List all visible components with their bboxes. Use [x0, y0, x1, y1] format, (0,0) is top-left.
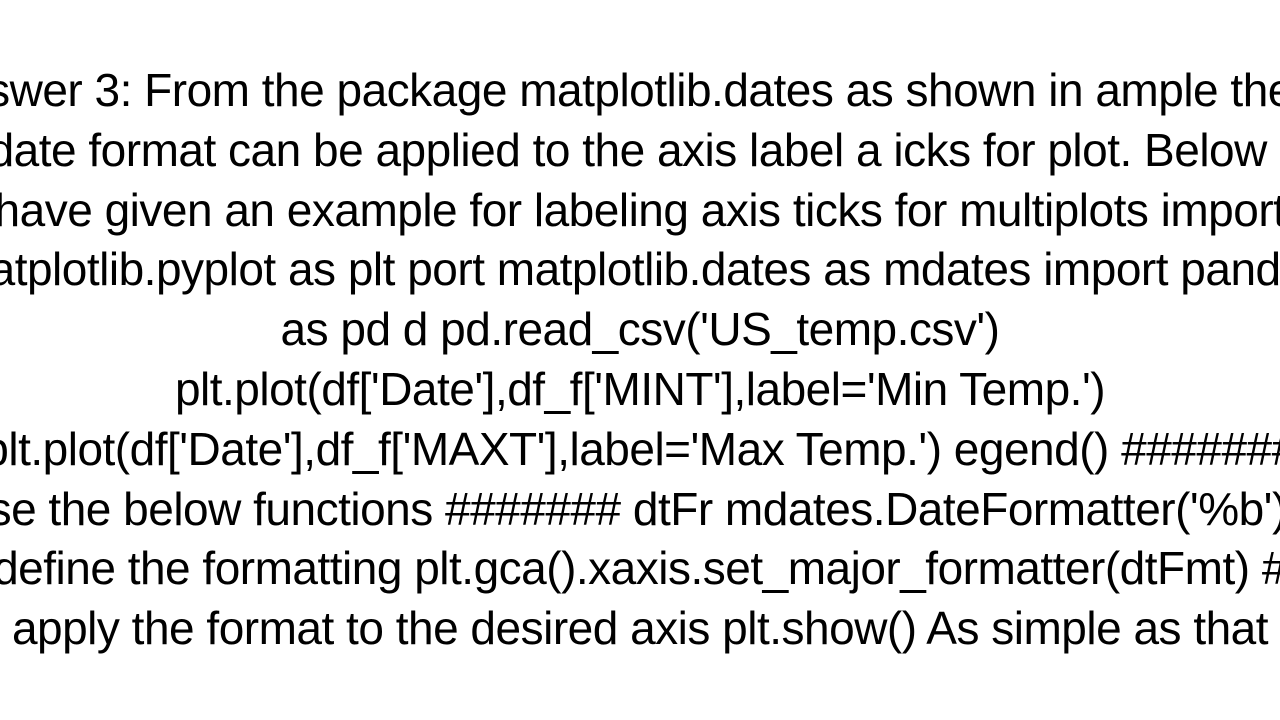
answer-text: swer 3: From the package matplotlib.date… — [0, 61, 1280, 659]
document-body: swer 3: From the package matplotlib.date… — [0, 0, 1280, 720]
